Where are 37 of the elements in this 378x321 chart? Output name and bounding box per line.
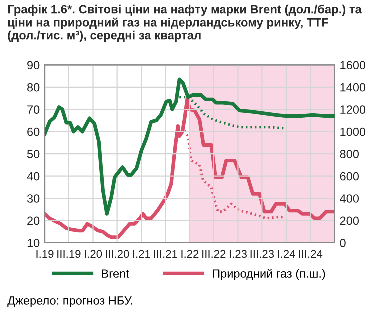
x-tick-label: III.20 [106,250,130,258]
y2-tick-label: 1200 [340,106,366,114]
y2-tick-label: 200 [340,216,360,226]
y2-tick-label: 400 [340,194,360,203]
x-tick-label: I.21 [133,250,150,258]
y2-tick-label: 0 [340,239,346,248]
x-tick-label: III.19 [58,250,81,258]
y-tick-label: 60 [28,128,40,136]
legend-label: Природний газ (п.ш.) [213,269,326,280]
y-tick-label: 30 [27,194,40,203]
y-tick-label: 50 [27,150,40,158]
x-tick-label: I.20 [85,250,102,258]
x-tick-label: I.22 [182,250,199,258]
line-series [44,98,335,240]
y2-tick-label: 1400 [340,83,366,92]
x-tick-label: III.23 [250,250,274,258]
y-tick-label: 40 [27,172,40,181]
y2-tick-label: 1000 [340,128,366,136]
y-tick-label: 70 [28,106,40,114]
chart-title: Графік 1.6*. Світові ціни на нафту марки Brent (дол./бар.) та ціни на природний газ на нідерландському ринку, TTF (дол./тис. м³), середні за квартал [8,4,362,42]
line-series [178,96,286,130]
y2-tick-label: 800 [340,150,360,158]
y2-tick-label: 600 [340,172,360,181]
y-tick-label: 10 [28,239,40,248]
x-tick-label: I.24 [278,250,296,258]
x-tick-label: I.19 [36,250,54,258]
legend-label: Brent [102,270,130,278]
x-tick-label: III.21 [154,250,178,258]
x-tick-label: I.23 [230,250,247,258]
y-tick-label: 20 [28,216,40,226]
line-series [44,78,335,216]
x-tick-label: III.22 [202,250,226,258]
y-tick-label: 90 [28,61,40,70]
y-tick-label: 80 [28,83,40,92]
text: Джерело: прогноз НБУ. [8,296,133,308]
x-tick-label: III.24 [299,250,323,258]
y2-tick-label: 1600 [340,61,366,70]
